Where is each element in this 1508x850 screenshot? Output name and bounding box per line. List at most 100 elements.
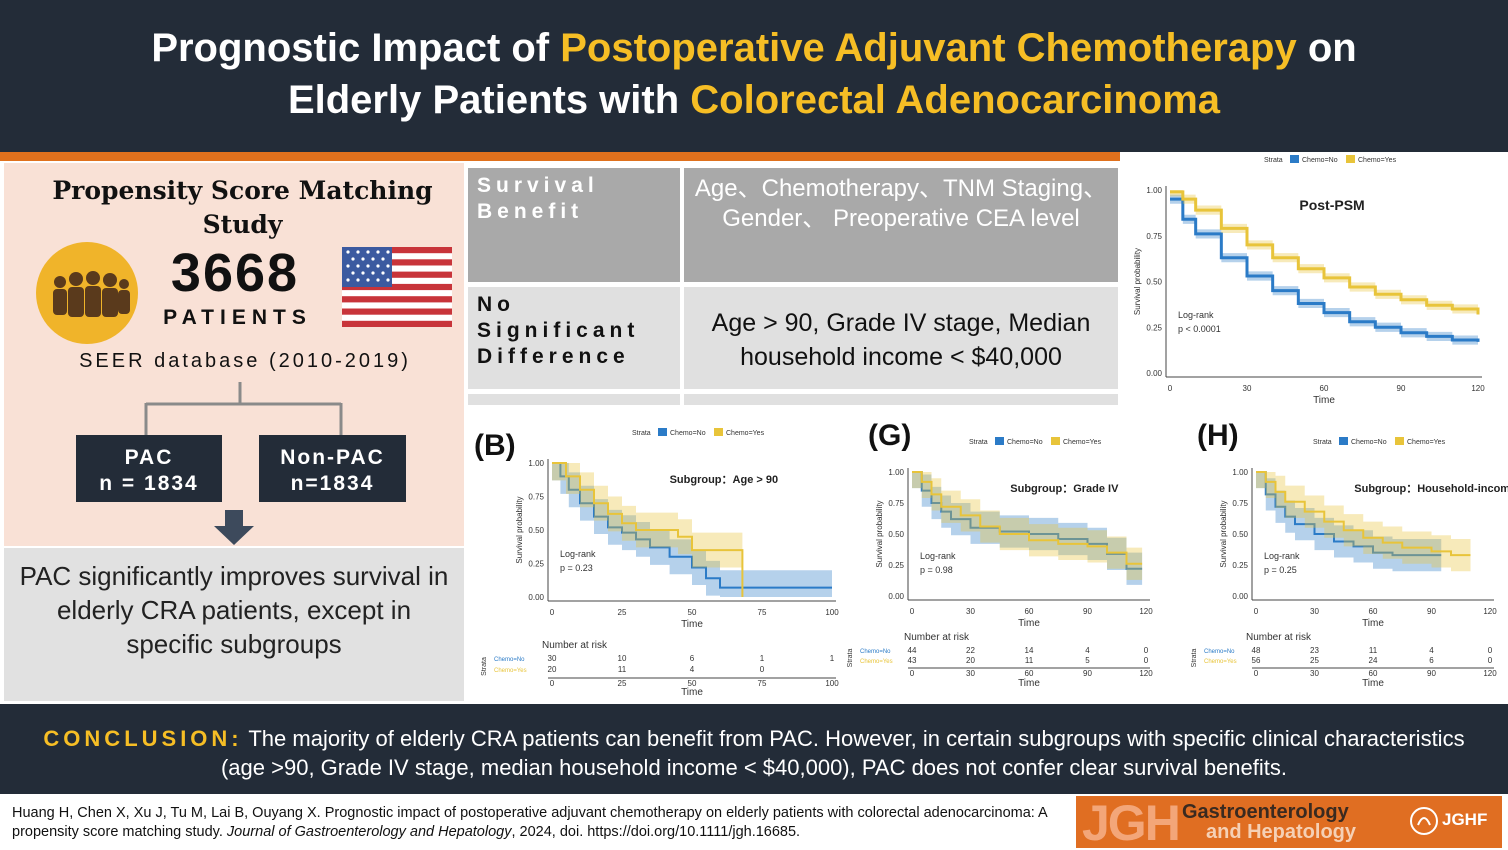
- jghf-emblem-icon: [1410, 807, 1438, 835]
- logrank-pvalue: p < 0.0001: [1178, 324, 1221, 334]
- table-cell: [468, 287, 680, 389]
- logrank-label: Log-rank: [920, 551, 956, 561]
- x-tick-label: 90: [1427, 607, 1436, 616]
- pac-group-name: PAC: [124, 446, 174, 469]
- y-tick-label: 1.00: [1146, 186, 1162, 195]
- x-tick-label: 30: [1310, 607, 1319, 616]
- risk-count: 11: [1369, 646, 1378, 655]
- y-tick-label: 0.75: [528, 493, 544, 502]
- risk-count: 30: [548, 654, 557, 663]
- y-axis-label: Survival probability: [1219, 500, 1228, 567]
- risk-count: 22: [966, 646, 975, 655]
- risk-count: 11: [1025, 656, 1034, 665]
- table-cell: [684, 287, 1118, 389]
- legend-entry: Chemo=Yes: [1407, 439, 1446, 446]
- chart-title: Subgroup：Household-income < 40,000$: [1354, 483, 1508, 495]
- survival-curve-chemo-no: [1256, 471, 1442, 557]
- y-tick-label: 1.00: [528, 459, 544, 468]
- y-tick-label: 0.00: [1232, 592, 1248, 601]
- logrank-pvalue: p = 0.98: [920, 565, 953, 575]
- survival-curve-chemo-no: [552, 462, 832, 589]
- risk-tick-label: 60: [1025, 669, 1034, 678]
- risk-count: 4: [1429, 646, 1434, 655]
- risk-count: 0: [1144, 656, 1149, 665]
- no-difference-factors: Age > 90, Grade IV stage, Median househo…: [711, 309, 1091, 371]
- pac-group-n: n = 1834: [99, 472, 199, 495]
- risk-row-label: Chemo=Yes: [1204, 659, 1237, 665]
- legend-swatch: [995, 437, 1004, 445]
- nonpac-group-box: Non-PAC n=1834: [259, 435, 406, 502]
- risk-count: 10: [618, 654, 627, 663]
- legend-entry: Chemo=No: [1351, 439, 1387, 446]
- x-tick-label: 90: [1397, 384, 1406, 393]
- group-tree-connector: [144, 382, 343, 436]
- legend-entry: Chemo=Yes: [726, 430, 765, 437]
- x-tick-label: 60: [1320, 384, 1329, 393]
- x-tick-label: 75: [758, 608, 767, 617]
- confidence-band: [1170, 194, 1478, 347]
- risk-table-title: Number at risk: [1246, 632, 1312, 643]
- header-accent-line: [0, 152, 1120, 161]
- confidence-band: [912, 472, 1143, 585]
- x-tick-label: 0: [910, 607, 915, 616]
- pac-group-box: PAC n = 1834: [76, 435, 222, 502]
- y-tick-label: 0.25: [888, 561, 904, 570]
- table-cell: [468, 394, 680, 405]
- risk-x-label: Time: [1018, 678, 1040, 689]
- title-highlight: Colorectal Adenocarcinoma: [690, 78, 1221, 122]
- legend-swatch: [1339, 437, 1348, 445]
- risk-tick-label: 120: [1483, 669, 1497, 678]
- patients-label: PATIENTS: [163, 306, 312, 329]
- risk-count: 25: [1310, 656, 1319, 665]
- nonpac-group-n: n=1834: [290, 472, 375, 495]
- no-difference-label: No Significant Difference: [477, 293, 640, 368]
- risk-row-label: Chemo=Yes: [860, 659, 893, 665]
- y-tick-label: 0.50: [1232, 530, 1248, 539]
- legend-entry: Chemo=No: [1007, 439, 1043, 446]
- us-flag-icon: [342, 247, 452, 332]
- legend-swatch: [1051, 437, 1060, 445]
- legend-swatch: [1395, 437, 1404, 445]
- risk-table-title: Number at risk: [542, 640, 608, 651]
- risk-tick-label: 0: [910, 669, 915, 678]
- confidence-band: [1256, 472, 1442, 572]
- logrank-pvalue: p = 0.23: [560, 563, 593, 573]
- legend-title: Strata: [969, 439, 988, 446]
- risk-count: 11: [618, 665, 627, 674]
- y-tick-label: 1.00: [1232, 468, 1248, 477]
- legend-swatch: [714, 428, 723, 436]
- y-axis-label: Survival probability: [875, 500, 884, 567]
- survival-curve-chemo-yes: [552, 462, 744, 597]
- page-title: Prognostic Impact of Postoperative Adjuv…: [151, 26, 1357, 122]
- y-tick-label: 0.50: [888, 530, 904, 539]
- x-axis-label: Time: [1362, 618, 1384, 629]
- x-tick-label: 0: [550, 608, 555, 617]
- x-axis-label: Time: [681, 619, 703, 630]
- legend-title: Strata: [632, 430, 651, 437]
- journal-name: Journal of Gastroenterology and Hepatolo…: [226, 824, 512, 840]
- risk-tick-label: 90: [1083, 669, 1092, 678]
- risk-tick-label: 60: [1369, 669, 1378, 678]
- summary-text: PAC significantly improves survival in e…: [19, 561, 449, 659]
- risk-row-label: Chemo=Yes: [494, 668, 527, 674]
- journal-logo: [1076, 796, 1502, 848]
- people-icon: [36, 242, 138, 344]
- risk-tick-label: 30: [966, 669, 975, 678]
- title-highlight: Postoperative Adjuvant Chemotherapy: [560, 26, 1297, 70]
- risk-count: 43: [908, 656, 917, 665]
- chart-title: Subgroup：Age > 90: [670, 474, 779, 486]
- risk-count: 44: [908, 646, 917, 655]
- chart-title: Subgroup：Grade IV: [1010, 483, 1119, 495]
- panel-label: (G): [868, 419, 911, 452]
- chart-title: Post-PSM: [1299, 197, 1364, 213]
- legend-swatch: [1346, 155, 1355, 163]
- citation: Huang H, Chen X, Xu J, Tu M, Lai B, Ouya…: [12, 805, 1047, 840]
- y-axis-label: Survival probability: [1133, 248, 1142, 315]
- risk-strata-label: Strata: [481, 657, 488, 676]
- km-curves-area: 0.00 0.25 0.50 0.75 1.00 0 30 60 90 120 Time Surviv…: [474, 155, 1508, 698]
- panel-label: (H): [1197, 419, 1239, 452]
- legend-entry: Chemo=Yes: [1063, 439, 1102, 446]
- x-tick-label: 120: [1483, 607, 1497, 616]
- y-tick-label: 0.00: [888, 592, 904, 601]
- risk-tick-label: 50: [688, 679, 697, 688]
